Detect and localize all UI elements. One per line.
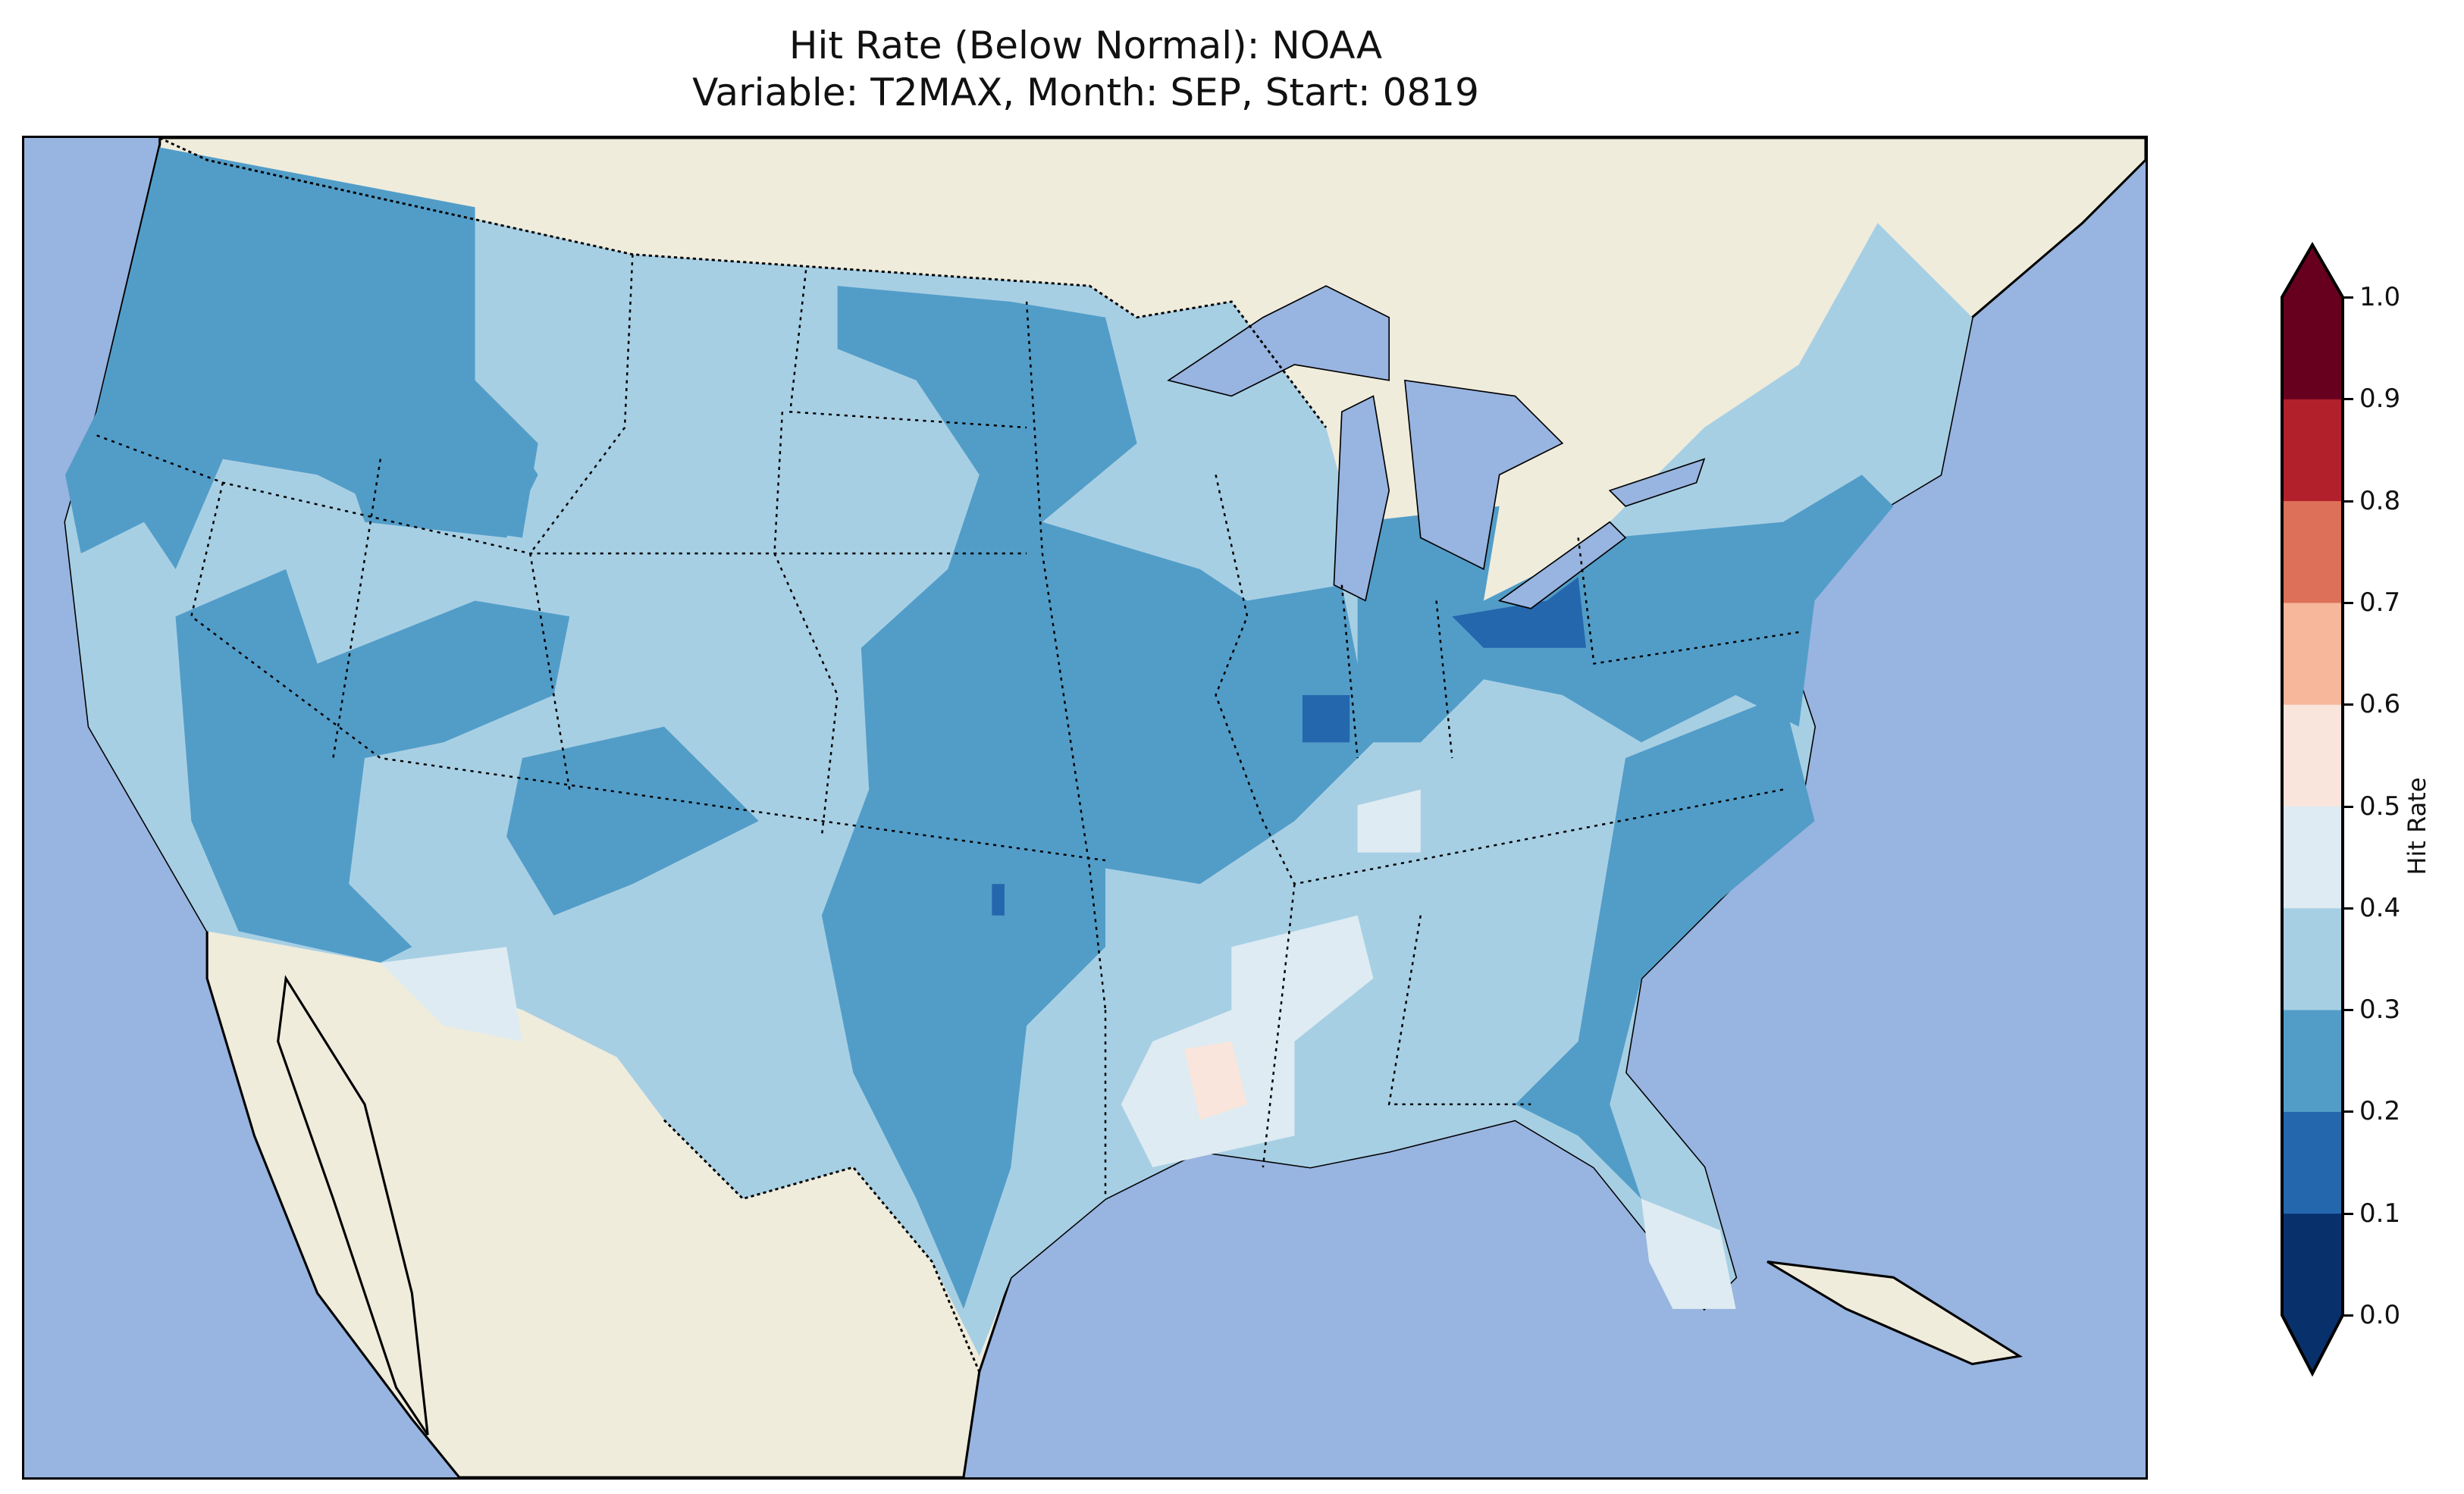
colorbar-bin bbox=[2282, 806, 2343, 909]
colorbar-bin bbox=[2282, 500, 2343, 603]
colorbar-tick-label: 0.8 bbox=[2359, 485, 2401, 516]
land-cuba bbox=[1766, 1260, 2024, 1366]
colorbar-tick-mark bbox=[2343, 1314, 2353, 1317]
colorbar-bin bbox=[2282, 602, 2343, 705]
colorbar-tick-label: 0.0 bbox=[2359, 1300, 2401, 1330]
colorbar-bin bbox=[2282, 399, 2343, 502]
region-0.1-0.2-ohio bbox=[1452, 577, 1587, 648]
colorbar-tick-mark bbox=[2343, 1009, 2353, 1012]
lake-huron bbox=[1404, 379, 1564, 571]
colorbar-bin bbox=[2282, 1010, 2343, 1112]
region-0.2-0.3-ohio bbox=[1357, 475, 1894, 743]
lake-ontario bbox=[1608, 458, 1706, 507]
colorbar-tick-mark bbox=[2343, 703, 2353, 706]
colorbar-bin bbox=[2282, 1213, 2343, 1316]
region-0.1-0.2-ok bbox=[992, 884, 1005, 916]
hit-rate-map bbox=[22, 136, 2148, 1480]
colorbar-extend-low bbox=[2282, 1315, 2343, 1373]
colorbar-extend-high bbox=[2282, 245, 2343, 297]
lake-superior bbox=[1167, 285, 1390, 397]
region-0.5-0.6-la bbox=[1183, 1041, 1248, 1120]
region-0.2-0.3-idaho bbox=[333, 191, 538, 538]
chart-subtitle: Variable: T2MAX, Month: SEP, Start: 0819 bbox=[692, 70, 1479, 114]
lake-erie bbox=[1497, 521, 1627, 609]
colorbar-bin bbox=[2282, 1111, 2343, 1214]
lake-michigan bbox=[1333, 395, 1390, 602]
colorbar-tick-label: 0.1 bbox=[2359, 1198, 2401, 1229]
colorbar-tick-label: 0.2 bbox=[2359, 1096, 2401, 1127]
colorbar-bin bbox=[2282, 297, 2343, 399]
land-baja bbox=[277, 975, 429, 1436]
chart-title: Hit Rate (Below Normal): NOAA bbox=[788, 23, 1383, 67]
conus-hit-rate-field bbox=[65, 147, 1973, 1357]
colorbar-tick-mark bbox=[2343, 601, 2353, 604]
colorbar-tick-mark bbox=[2343, 398, 2353, 401]
colorbar-tick-mark bbox=[2343, 296, 2353, 299]
colorbar-tick-label: 1.0 bbox=[2359, 282, 2401, 312]
region-0.4-0.5-florida bbox=[1641, 1198, 1736, 1309]
colorbar-bin bbox=[2282, 704, 2343, 807]
state-borders bbox=[96, 254, 1799, 1199]
region-0.2-0.3-nevada bbox=[175, 568, 570, 963]
colorbar-tick-label: 0.6 bbox=[2359, 689, 2401, 720]
colorbar-tick-label: 0.4 bbox=[2359, 892, 2401, 923]
colorbar-tick-mark bbox=[2343, 1212, 2353, 1215]
colorbar-tick-label: 0.3 bbox=[2359, 994, 2401, 1026]
colorbar-tick-mark bbox=[2343, 805, 2353, 808]
colorbar-label: Hit Rate bbox=[2403, 777, 2431, 875]
colorbar-tick-label: 0.7 bbox=[2359, 587, 2401, 618]
region-0.4-0.5-ky bbox=[1357, 789, 1421, 853]
colorbar-bin bbox=[2282, 907, 2343, 1010]
region-0.4-0.5-south bbox=[1121, 915, 1374, 1167]
region-0.4-0.5-az bbox=[380, 947, 522, 1041]
great-lakes bbox=[1167, 285, 1706, 609]
region-0.2-0.3-carolinas bbox=[1515, 695, 1815, 1199]
colorbar-tick-mark bbox=[2343, 907, 2353, 910]
region-0.1-0.2-illinois bbox=[1302, 695, 1350, 743]
region-0.2-0.3-plains bbox=[821, 286, 1374, 1309]
colorbar-tick-mark bbox=[2343, 500, 2353, 503]
colorbar bbox=[2281, 242, 2344, 1377]
region-0.2-0.3-arizona bbox=[506, 726, 759, 916]
colorbar-tick-label: 0.9 bbox=[2359, 384, 2401, 415]
colorbar-tick-label: 0.5 bbox=[2359, 791, 2401, 822]
colorbar-tick-mark bbox=[2343, 1110, 2353, 1113]
country-borders bbox=[159, 138, 1328, 1373]
